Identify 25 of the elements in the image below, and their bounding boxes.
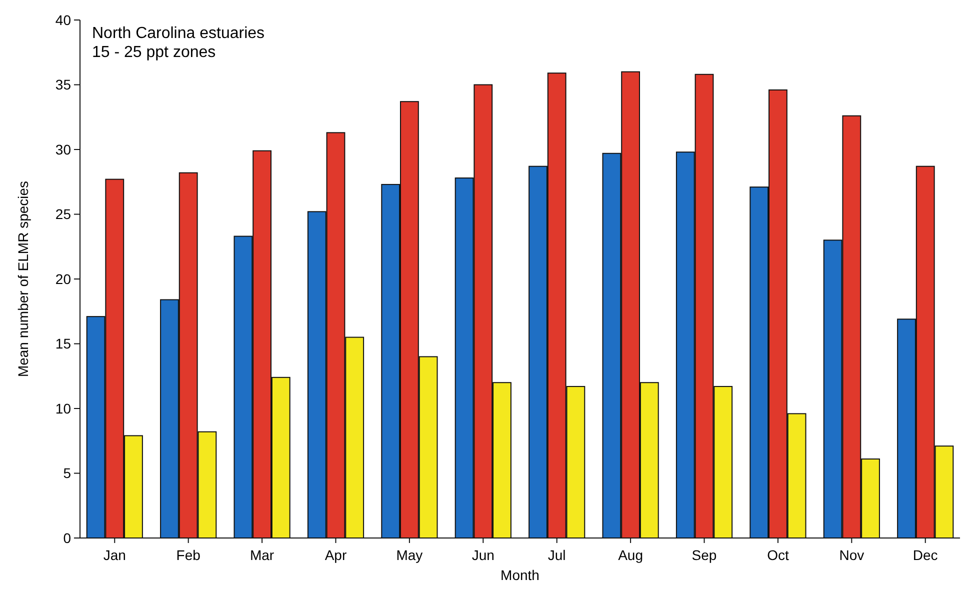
- x-tick-label: Apr: [324, 547, 347, 563]
- x-tick-label: Dec: [912, 547, 938, 563]
- y-tick-label: 5: [63, 465, 72, 482]
- y-tick-label: 10: [55, 400, 72, 416]
- x-tick-label: Oct: [767, 547, 789, 563]
- chart-title: North Carolina estuaries: [92, 25, 265, 42]
- y-tick-label: 0: [63, 530, 72, 546]
- y-tick-label: 15: [55, 336, 72, 352]
- y-tick-label: 20: [55, 270, 72, 287]
- x-tick-label: Jun: [472, 547, 494, 563]
- x-tick-label: Mar: [250, 547, 274, 563]
- x-tick-label: Nov: [839, 547, 864, 563]
- y-tick-label: 25: [55, 206, 72, 222]
- y-tick-label: 40: [55, 12, 72, 28]
- x-tick-label: Sep: [692, 547, 717, 563]
- x-tick-label: Feb: [176, 547, 201, 563]
- y-tick-label: 30: [55, 141, 72, 158]
- x-tick-label: Jul: [548, 547, 566, 563]
- x-tick-label: Aug: [618, 547, 644, 563]
- x-tick-label: Jan: [103, 547, 126, 563]
- text: 15 - 25 ppt zones: [92, 44, 216, 61]
- x-axis-title: Month: [500, 567, 540, 583]
- y-axis-title: Mean number of ELMR species: [15, 180, 31, 378]
- x-tick-label: May: [396, 547, 423, 563]
- y-tick-label: 35: [55, 76, 72, 93]
